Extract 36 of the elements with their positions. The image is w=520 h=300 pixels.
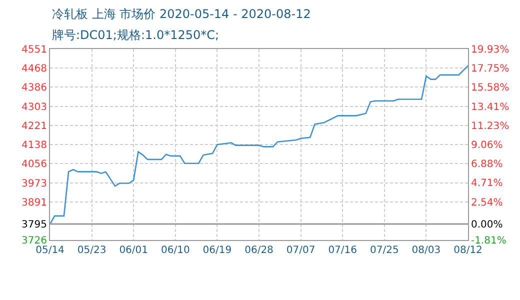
y-tick-label: 4303: [22, 102, 47, 113]
y2-tick-label: 9.06%: [471, 140, 503, 151]
y2-tick-label: 6.88%: [471, 159, 503, 170]
y-tick-label: 4056: [22, 159, 47, 170]
x-tick-label: 07/16: [328, 245, 358, 256]
y2-tick-label: 17.75%: [471, 64, 510, 75]
chart-subtitle: 牌号:DC01;规格:1.0*1250*C;: [52, 28, 220, 42]
y2-tick-label: 4.71%: [471, 178, 503, 190]
x-tick-label: 08/03: [412, 245, 441, 256]
y-tick-label: 3795: [22, 220, 47, 231]
y-tick-label: 4386: [22, 82, 47, 94]
x-tick-label: 06/01: [119, 245, 148, 256]
y2-tick-label: 11.23%: [471, 120, 510, 132]
y-tick-label: 4221: [22, 120, 47, 132]
line-series: [50, 65, 468, 225]
y2-tick-label: 19.93%: [471, 44, 510, 56]
y2-tick-label: 2.54%: [471, 197, 503, 208]
x-tick-label: 07/07: [286, 245, 316, 256]
y-tick-label: 3973: [22, 178, 47, 190]
x-tick-label: 06/10: [160, 245, 190, 256]
y2-tick-label: 15.58%: [471, 82, 510, 94]
x-tick-label: 05/14: [36, 245, 64, 256]
y-tick-label: 4551: [22, 44, 47, 56]
x-tick-label: 07/25: [370, 245, 399, 256]
x-tick-label: 05/23: [77, 245, 106, 256]
y2-tick-label: -1.81%: [471, 236, 506, 246]
y2-tick-label: 0.00%: [471, 220, 503, 231]
y2-tick-label: 13.41%: [471, 102, 510, 113]
x-tick-label: 06/19: [202, 245, 232, 256]
chart-title: 冷轧板 上海 市场价 2020-05-14 - 2020-08-12: [52, 7, 311, 21]
y-tick-label: 4468: [22, 64, 47, 75]
x-tick-label: 08/12: [454, 245, 482, 256]
y-tick-label: 3891: [22, 197, 47, 208]
x-tick-label: 06/28: [244, 245, 274, 256]
y-tick-label: 3726: [22, 236, 47, 246]
y-tick-label: 4138: [22, 140, 47, 152]
